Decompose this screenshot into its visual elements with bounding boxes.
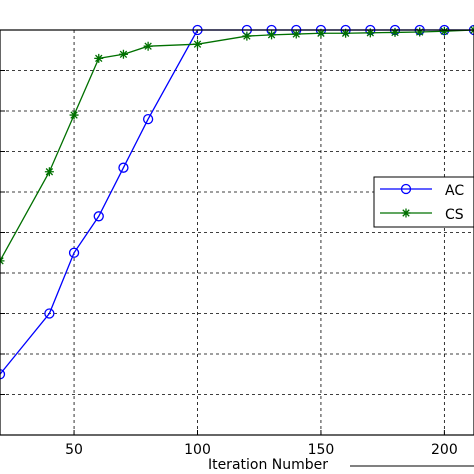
plot-frame bbox=[0, 29, 474, 436]
grid bbox=[0, 30, 474, 435]
data-point bbox=[68, 247, 80, 258]
data-point bbox=[415, 27, 425, 37]
x-tick-label: 100 bbox=[184, 442, 211, 458]
data-point bbox=[118, 49, 128, 59]
data-point bbox=[93, 211, 104, 222]
legend-label: AC bbox=[445, 183, 464, 199]
tick-labels: 50 100 150 200 bbox=[65, 442, 458, 458]
data-point bbox=[0, 256, 5, 266]
data-point bbox=[242, 31, 252, 41]
data-point bbox=[401, 208, 411, 218]
data-point bbox=[44, 167, 54, 177]
data-point bbox=[316, 28, 326, 38]
legend-label: CS bbox=[445, 207, 464, 223]
data-point bbox=[267, 30, 277, 40]
x-tick-label: 50 bbox=[65, 442, 83, 458]
data-point bbox=[193, 39, 202, 49]
legend-marker bbox=[400, 183, 412, 195]
data-point bbox=[69, 110, 79, 120]
data-point bbox=[0, 369, 6, 380]
legend-box bbox=[373, 176, 474, 228]
x-tick-label: 150 bbox=[308, 442, 335, 458]
data-point bbox=[94, 53, 104, 63]
data-point bbox=[143, 41, 153, 51]
data-point bbox=[44, 308, 55, 319]
data-point bbox=[142, 113, 154, 125]
data-point bbox=[291, 29, 301, 39]
data-point bbox=[118, 162, 129, 173]
legend-marker bbox=[401, 208, 411, 218]
legend: AC CS bbox=[373, 176, 474, 228]
data-point bbox=[390, 27, 400, 37]
data-point bbox=[341, 28, 351, 38]
x-tick-label: 200 bbox=[431, 442, 458, 458]
legend-entry: CS bbox=[380, 207, 464, 223]
data-point bbox=[400, 183, 412, 195]
x-axis-label: Iteration Number bbox=[208, 457, 328, 473]
series-cs bbox=[0, 25, 474, 266]
data-point bbox=[365, 28, 375, 38]
legend-entry: AC bbox=[380, 183, 464, 199]
data-point bbox=[439, 26, 449, 36]
